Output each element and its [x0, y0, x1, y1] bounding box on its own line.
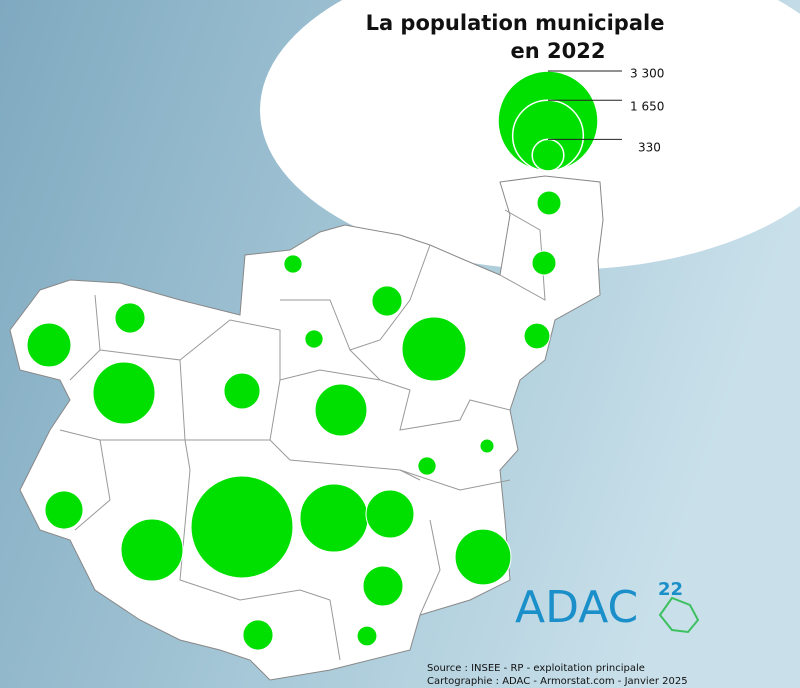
commune-circle: [417, 456, 437, 476]
legend-circle: [531, 138, 565, 172]
commune-circle: [283, 254, 303, 274]
legend: 3 300 1 650 330: [497, 67, 664, 172]
commune-circle: [190, 475, 294, 579]
legend-label: 3 300: [630, 67, 664, 81]
commune-circle: [120, 518, 184, 582]
source: Cartographie : ADAC - Armorstat.com - Ja…: [427, 676, 688, 687]
logo-number: 22: [658, 579, 683, 600]
commune-borders: [59, 209, 546, 661]
legend-label: 330: [638, 141, 661, 155]
legend-label: 1 650: [630, 100, 664, 114]
commune-circle: [356, 625, 378, 647]
commune-circle: [299, 483, 369, 553]
commune-circle: [454, 528, 512, 586]
logo: ADAC 22: [515, 579, 700, 634]
commune-circle: [523, 322, 551, 350]
title-line: La population municipale: [366, 11, 665, 35]
logo-shape: [658, 596, 700, 634]
commune-circle: [536, 190, 562, 216]
commune-circle: [114, 302, 146, 334]
commune-circle: [304, 329, 324, 349]
logo-text: ADAC: [515, 582, 638, 633]
commune-circle: [362, 565, 404, 607]
commune-circle: [314, 383, 368, 437]
commune-circles: [26, 190, 562, 651]
source: Source : INSEE - RP - exploitation princ…: [427, 663, 645, 674]
commune-circle: [531, 250, 557, 276]
commune-circle: [371, 285, 403, 317]
commune-circle: [479, 438, 495, 454]
commune-circle: [26, 322, 72, 368]
title-line: en 2022: [511, 39, 606, 63]
commune-circle: [44, 490, 84, 530]
commune-circle: [223, 372, 261, 410]
commune-circle: [242, 619, 274, 651]
commune-circle: [365, 489, 415, 539]
commune-circle: [401, 316, 467, 382]
commune-circle: [92, 361, 156, 425]
